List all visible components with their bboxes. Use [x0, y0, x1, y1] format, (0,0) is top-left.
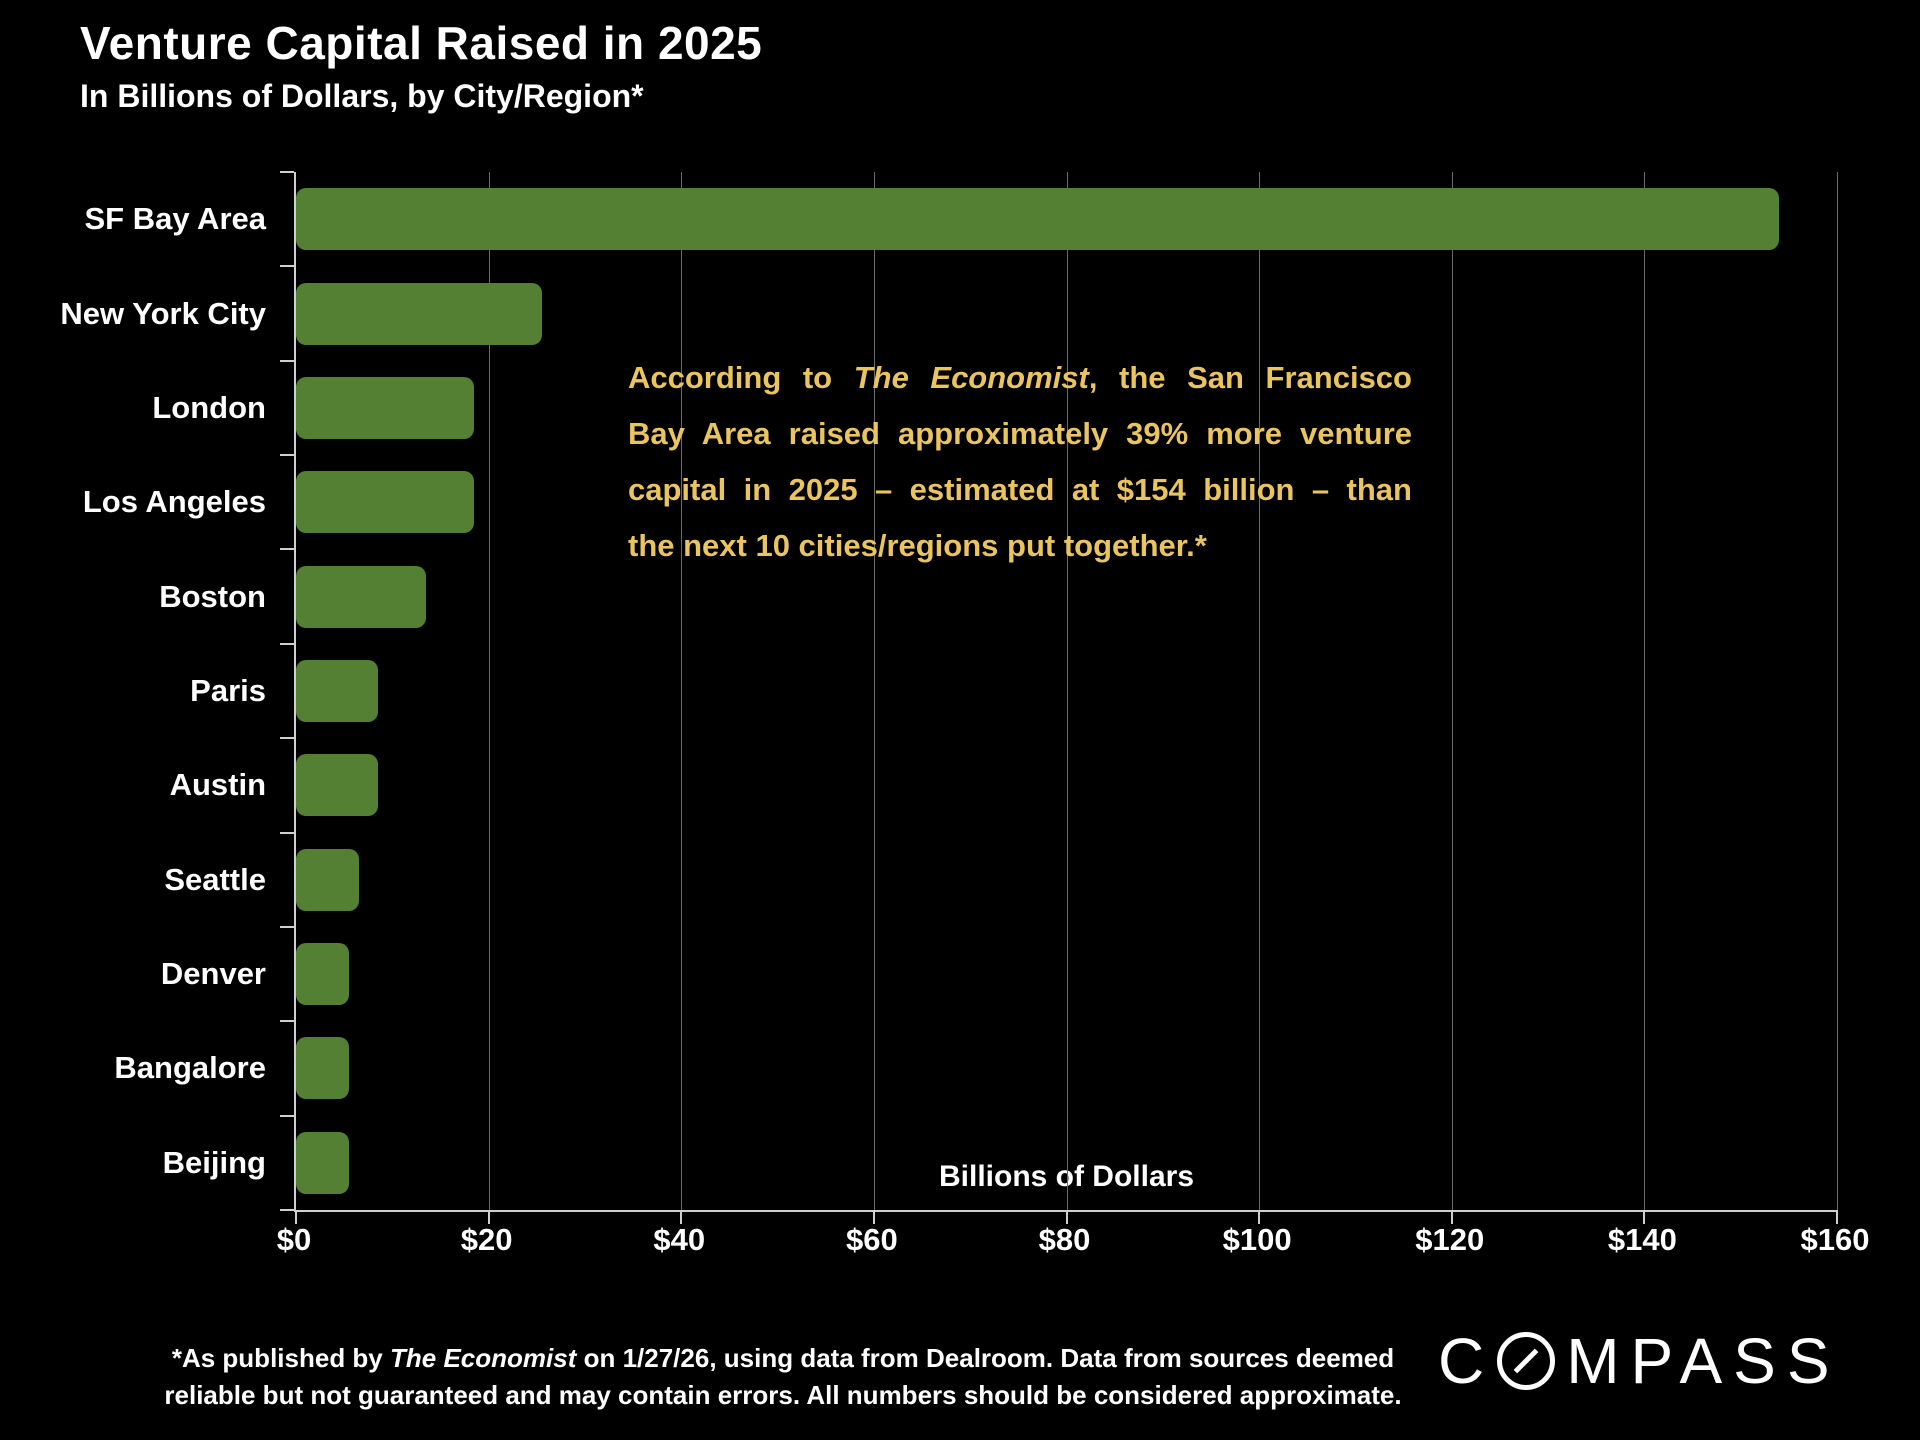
x-axis-tick	[1065, 1210, 1068, 1224]
x-tick-label: $60	[846, 1222, 898, 1257]
y-axis-tick	[280, 1209, 294, 1211]
category-label-london: London	[152, 389, 266, 425]
bar-london	[296, 376, 475, 439]
category-label-new-york-city: New York City	[60, 295, 266, 331]
y-axis-tick	[280, 265, 294, 268]
compass-o-icon	[1497, 1332, 1556, 1390]
gridline	[488, 172, 490, 1210]
footnote-source-italic: The Economist	[390, 1343, 577, 1373]
x-axis-tick	[1643, 1210, 1646, 1224]
footnote-text: *As published by	[171, 1343, 390, 1373]
y-axis-tick	[280, 1020, 294, 1023]
bar-paris	[296, 660, 378, 722]
y-axis-tick	[280, 737, 294, 740]
x-tick-label: $20	[460, 1222, 513, 1257]
annotation-line-4: the next 10 cities/regions put together.…	[628, 528, 1207, 563]
x-axis-tick	[872, 1210, 875, 1224]
x-tick-label: $40	[653, 1222, 706, 1257]
category-label-seattle: Seattle	[164, 861, 266, 897]
x-tick-label: $80	[1038, 1222, 1091, 1257]
bar-los-angeles	[296, 471, 475, 534]
gridline	[1644, 172, 1646, 1210]
category-label-austin: Austin	[169, 767, 266, 803]
x-axis-tick	[295, 1210, 297, 1224]
x-tick-label: $100	[1222, 1222, 1292, 1257]
footnote: *As published by The Economist on 1/27/2…	[158, 1340, 1408, 1414]
footnote-line-1: *As published by The Economist on 1/27/2…	[158, 1340, 1408, 1377]
page-subtitle: In Billions of Dollars, by City/Region*	[80, 78, 644, 114]
annotation-callout: According to The Economist, the San Fran…	[628, 350, 1412, 574]
compass-logo-letters-mpass: MPASS	[1566, 1325, 1841, 1397]
gridline	[873, 172, 875, 1210]
bar-beijing	[296, 1131, 349, 1194]
bar-austin	[296, 754, 378, 817]
gridline	[1259, 172, 1261, 1210]
category-label-los-angeles: Los Angeles	[82, 484, 266, 520]
annotation-line-1: According to The Economist, the San Fran…	[628, 350, 1412, 406]
compass-needle-icon	[1513, 1348, 1539, 1374]
annotation-text: According to	[628, 360, 854, 395]
gridline	[681, 172, 683, 1210]
bar-sf-bay-area	[296, 188, 1780, 251]
footnote-line-2: reliable but not guaranteed and may cont…	[164, 1380, 1402, 1410]
gridline	[1066, 172, 1068, 1210]
gridline	[1451, 172, 1453, 1210]
annotation-text: , the San Francisco	[1088, 360, 1412, 395]
category-label-bangalore: Bangalore	[114, 1050, 266, 1086]
bar-denver	[296, 943, 349, 1006]
x-tick-label: $0	[276, 1222, 312, 1257]
bar-boston	[296, 565, 427, 628]
x-axis-tick	[1836, 1210, 1838, 1224]
category-label-paris: Paris	[190, 672, 266, 708]
y-axis-tick	[280, 454, 294, 457]
gridline	[1837, 172, 1838, 1210]
category-label-denver: Denver	[160, 956, 266, 992]
plot-area: Billions of Dollars	[280, 171, 1838, 1224]
category-label-boston: Boston	[159, 578, 266, 614]
y-axis-category-labels: SF Bay Area New York City London Los Angele…	[0, 172, 266, 1210]
category-label-beijing: Beijing	[162, 1144, 266, 1180]
x-tick-label: $160	[1800, 1222, 1870, 1257]
x-axis-tick	[680, 1210, 683, 1224]
compass-logo: C MPASS	[1438, 1325, 1841, 1397]
bar-bangalore	[296, 1037, 349, 1100]
y-axis-tick	[280, 642, 294, 645]
y-axis-tick	[280, 359, 294, 362]
x-axis-tick	[487, 1210, 490, 1224]
category-label-sf-bay-area: SF Bay Area	[84, 201, 267, 237]
footnote-text: on 1/27/26, using data from Dealroom. Da…	[576, 1343, 1395, 1373]
x-axis-tick-labels: $0 $20 $40 $60 $80 $100 $120 $140 $160	[277, 1222, 1870, 1262]
annotation-line-2: Bay Area raised approximately 39% more v…	[628, 416, 1412, 451]
annotation-line-3: capital in 2025 – estimated at $154 bill…	[628, 472, 1412, 507]
x-axis-tick	[1258, 1210, 1261, 1224]
y-axis-tick	[280, 171, 294, 173]
y-axis-tick	[280, 1114, 294, 1117]
bar-new-york-city	[296, 282, 542, 345]
compass-logo-letter-c: C	[1438, 1325, 1496, 1397]
y-axis-tick	[280, 831, 294, 834]
page-title: Venture Capital Raised in 2025	[80, 17, 763, 69]
y-axis-tick	[280, 925, 294, 928]
bar-seattle	[296, 848, 359, 911]
x-tick-label: $120	[1415, 1222, 1485, 1257]
x-tick-label: $140	[1607, 1222, 1677, 1257]
x-axis-tick	[1450, 1210, 1453, 1224]
annotation-source-italic: The Economist	[853, 360, 1089, 395]
y-axis-tick	[280, 548, 294, 551]
